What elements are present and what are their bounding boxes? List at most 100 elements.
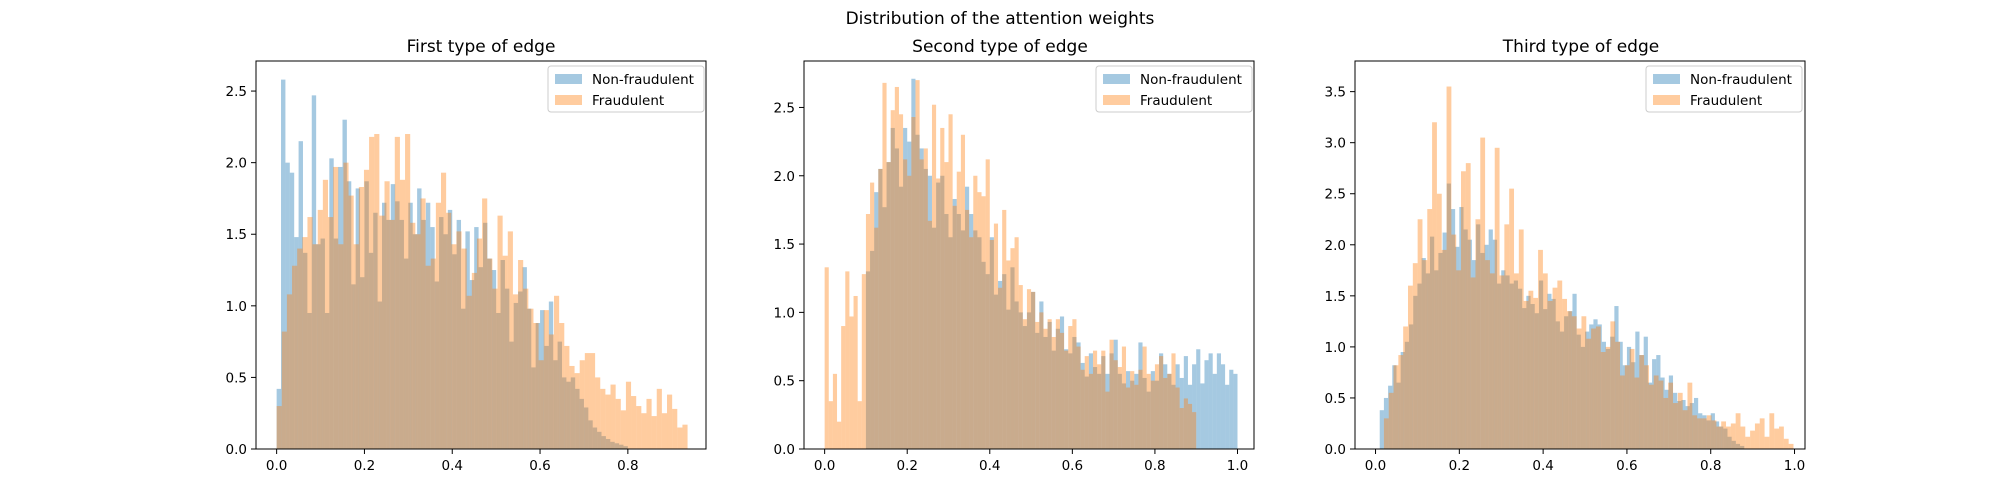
bar-non-fraudulent <box>474 227 479 449</box>
bar-non-fraudulent <box>1488 229 1493 449</box>
bar-non-fraudulent <box>1585 331 1590 449</box>
y-tick-label: 2.5 <box>1325 187 1346 203</box>
bar-non-fraudulent <box>1673 392 1678 449</box>
bar-fraudulent <box>1187 403 1193 449</box>
bar-non-fraudulent <box>311 95 317 450</box>
bar-non-fraudulent <box>1134 373 1139 449</box>
bar-fraudulent <box>1022 319 1027 449</box>
bar-non-fraudulent <box>1480 252 1485 449</box>
bar-non-fraudulent <box>890 127 895 449</box>
bar-non-fraudulent <box>1568 311 1573 449</box>
bar-fraudulent <box>1047 319 1052 449</box>
bar-fraudulent <box>538 360 544 449</box>
bar-non-fraudulent <box>289 172 295 449</box>
bar-fraudulent <box>1076 346 1081 449</box>
bar-fraudulent <box>276 406 282 449</box>
bar-fraudulent <box>610 384 616 449</box>
bar-non-fraudulent <box>1727 436 1732 449</box>
x-tick-label: 0.8 <box>1700 458 1721 474</box>
bar-non-fraudulent <box>434 281 440 449</box>
x-tick-label: 0.4 <box>1532 458 1553 474</box>
bar-non-fraudulent <box>1200 383 1205 449</box>
bar-fraudulent <box>1163 377 1168 449</box>
legend-label-fraudulent: Fraudulent <box>1140 93 1212 109</box>
bar-fraudulent <box>981 196 986 449</box>
bar-fraudulent <box>584 353 590 449</box>
bar-fraudulent <box>1142 346 1147 449</box>
bar-non-fraudulent <box>993 294 999 449</box>
bar-non-fraudulent <box>1530 304 1535 449</box>
bar-fraudulent <box>969 237 974 449</box>
bar-non-fraudulent <box>1220 364 1226 449</box>
y-tick-label: 1.5 <box>1325 289 1346 305</box>
bar-fraudulent <box>1489 273 1495 449</box>
bar-fraudulent <box>1422 260 1428 449</box>
bar-fraudulent <box>636 406 642 449</box>
bar-fraudulent <box>890 110 895 450</box>
y-tick-label: 0.5 <box>1325 391 1346 407</box>
bar-fraudulent <box>1754 423 1760 449</box>
bar-fraudulent <box>548 334 555 449</box>
bar-non-fraudulent <box>276 388 282 449</box>
bar-non-fraudulent <box>346 181 352 449</box>
bar-non-fraudulent <box>1167 373 1172 449</box>
bar-fraudulent <box>518 260 524 449</box>
bar-non-fraudulent <box>1039 301 1044 449</box>
bar-non-fraudulent <box>1740 445 1745 449</box>
subplot-2-legend: Non-fraudulent Fraudulent <box>1095 65 1253 113</box>
x-tick-label: 1.0 <box>1227 458 1248 474</box>
bar-fraudulent <box>620 410 626 449</box>
legend-swatch-fraudulent <box>1653 95 1680 105</box>
bar-fraudulent <box>1398 355 1404 449</box>
bar-fraudulent <box>1740 426 1746 449</box>
bar-non-fraudulent <box>1163 364 1168 449</box>
bar-fraudulent <box>956 171 961 449</box>
bar-fraudulent <box>944 162 949 449</box>
bar-non-fraudulent <box>985 274 990 449</box>
bar-non-fraudulent <box>298 141 303 449</box>
subplot-1-plot-area: 0.0 0.2 0.4 0.6 0.8 0.0 0.5 1.0 1.5 2.0 2.5 <box>226 60 707 474</box>
bar-fraudulent <box>1126 387 1131 449</box>
legend-label-fraudulent: Fraudulent <box>1690 93 1762 109</box>
bar-non-fraudulent <box>364 181 369 449</box>
bar-non-fraudulent <box>1522 308 1527 449</box>
bar-non-fraudulent <box>1505 275 1510 449</box>
bar-non-fraudulent <box>989 237 994 449</box>
bar-non-fraudulent <box>1719 426 1724 449</box>
bar-non-fraudulent <box>944 214 949 449</box>
bar-non-fraudulent <box>1404 341 1410 449</box>
bar-non-fraudulent <box>421 219 426 449</box>
bar-non-fraudulent <box>1413 295 1418 449</box>
bar-fraudulent <box>882 82 887 450</box>
legend-label-non-fraudulent: Non-fraudulent <box>1140 72 1242 88</box>
bar-non-fraudulent <box>1681 399 1686 449</box>
bar-fraudulent <box>379 215 385 449</box>
bar-non-fraudulent <box>285 162 290 449</box>
bar-non-fraudulent <box>1072 336 1077 449</box>
bar-fraudulent <box>919 159 924 449</box>
bar-fraudulent <box>1615 341 1621 449</box>
bar-non-fraudulent <box>403 258 409 449</box>
bar-fraudulent <box>435 202 442 449</box>
bar-non-fraudulent <box>1196 349 1201 449</box>
y-tick-label: 2.0 <box>1325 238 1346 254</box>
bar-fraudulent <box>631 396 637 449</box>
bar-fraudulent <box>605 394 611 449</box>
bar-non-fraudulent <box>969 214 974 449</box>
bar-non-fraudulent <box>324 312 330 449</box>
bar-non-fraudulent <box>1051 350 1056 449</box>
legend-frame <box>1095 65 1253 113</box>
x-tick-label: 0.2 <box>1449 458 1470 474</box>
bar-non-fraudulent <box>1559 331 1565 449</box>
bar-fraudulent <box>661 413 668 449</box>
bar-non-fraudulent <box>1509 283 1514 449</box>
bar-non-fraudulent <box>570 377 576 449</box>
bar-fraudulent <box>923 148 928 449</box>
bar-non-fraudulent <box>1723 428 1728 449</box>
bar-non-fraudulent <box>443 234 448 449</box>
bar-fraudulent <box>672 408 678 449</box>
bar-fraudulent <box>1639 355 1645 449</box>
bar-non-fraudulent <box>614 443 620 449</box>
bar-non-fraudulent <box>1113 339 1118 449</box>
x-tick-label: 0.4 <box>442 458 463 474</box>
